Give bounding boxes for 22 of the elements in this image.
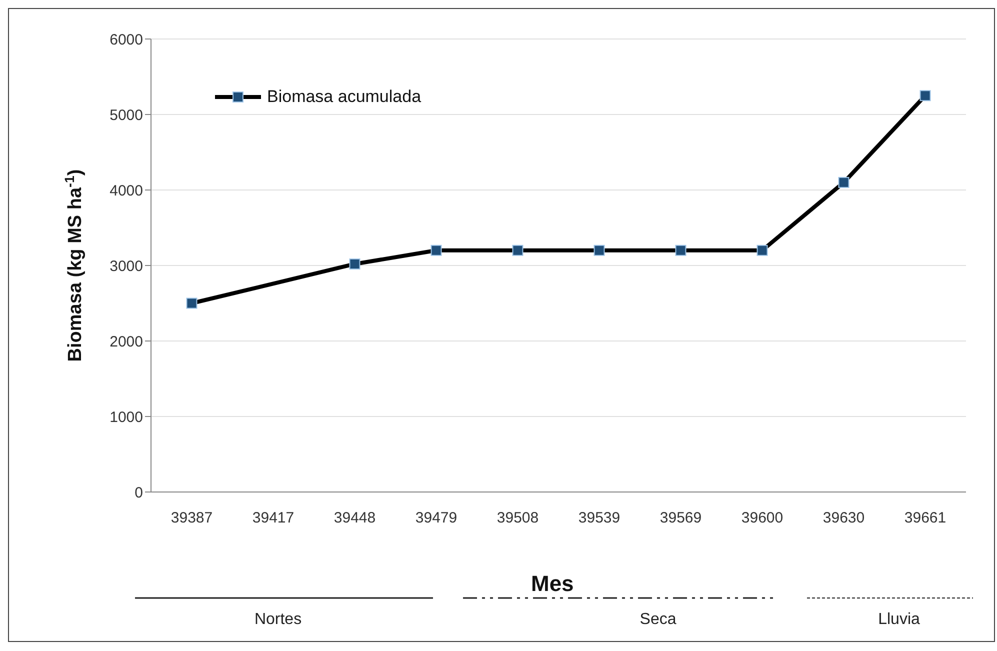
x-tick-label: 39387 xyxy=(170,510,213,527)
x-tick-label: 39600 xyxy=(741,510,784,527)
x-axis-title: Mes xyxy=(531,571,574,597)
y-tick-label: 6000 xyxy=(110,31,143,48)
y-tick-label: 3000 xyxy=(110,258,143,275)
legend-label: Biomasa acumulada xyxy=(267,87,422,107)
text: Nortes xyxy=(253,611,303,629)
y-tick-label: 5000 xyxy=(110,106,143,124)
y-tick-label: 0 xyxy=(134,484,143,502)
text: Lluvia xyxy=(877,611,921,629)
y-tick-label: 1000 xyxy=(110,408,143,426)
x-tick-label: 39630 xyxy=(822,510,865,527)
x-tick-label: 39479 xyxy=(415,510,458,527)
x-tick-label: 39569 xyxy=(660,510,702,527)
text: Seca xyxy=(638,611,678,629)
x-tick-label: 39661 xyxy=(904,510,946,527)
x-tick-label: 39539 xyxy=(578,510,620,527)
y-tick-label: 2000 xyxy=(110,333,143,350)
x-tick-label: 39508 xyxy=(496,510,539,527)
x-tick-label: 39417 xyxy=(252,510,294,527)
y-tick-label: 4000 xyxy=(110,182,143,200)
x-tick-label: 39448 xyxy=(334,510,376,527)
